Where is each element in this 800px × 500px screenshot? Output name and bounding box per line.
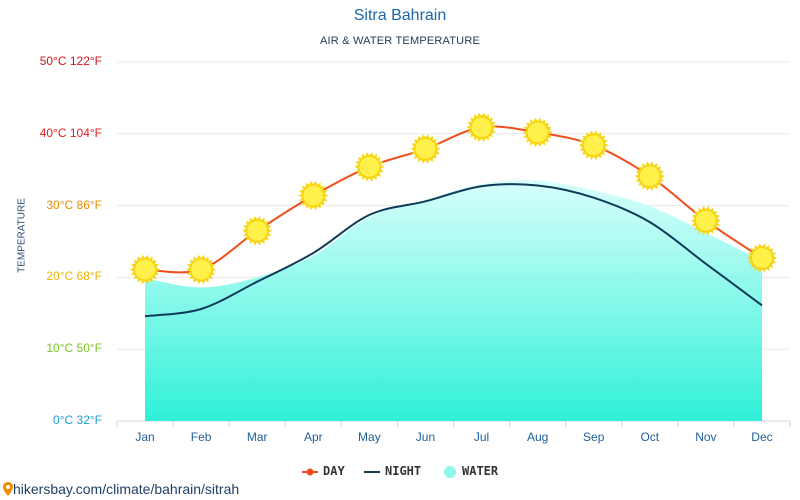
y-tick-label: 40°C 104°F bbox=[39, 125, 102, 140]
y-tick-label: 50°C 122°F bbox=[39, 54, 102, 68]
sun-icon[interactable] bbox=[410, 134, 441, 164]
sun-icon[interactable] bbox=[130, 254, 160, 285]
y-tick-label: 0°C 32°F bbox=[53, 413, 102, 427]
x-tick-label: Sep bbox=[583, 430, 605, 444]
sun-icon[interactable] bbox=[747, 243, 777, 273]
sun-icon[interactable] bbox=[522, 117, 553, 148]
water-area-layer bbox=[145, 180, 762, 421]
location-pin-icon bbox=[3, 482, 13, 496]
x-tick-label: Feb bbox=[190, 430, 212, 444]
x-tick-label: May bbox=[358, 430, 381, 444]
night-line bbox=[144, 183, 763, 318]
x-tick-label: Mar bbox=[246, 430, 268, 444]
legend-water-icon bbox=[444, 466, 456, 478]
legend-day-label: DAY bbox=[323, 464, 345, 478]
sun-icon[interactable] bbox=[298, 180, 329, 211]
legend-night-icon bbox=[364, 471, 380, 473]
y-tick-label: 10°C 50°F bbox=[46, 341, 102, 356]
water-area bbox=[145, 180, 762, 421]
y-tick-label: 30°C 86°F bbox=[46, 197, 102, 212]
sun-icon[interactable] bbox=[634, 161, 665, 191]
sun-icon[interactable] bbox=[466, 112, 497, 143]
source-footer[interactable]: hikersbay.com/climate/bahrain/sitrah bbox=[3, 481, 239, 497]
legend-water-label: WATER bbox=[462, 464, 499, 478]
legend: DAY NIGHT WATER bbox=[0, 463, 800, 481]
sun-icon[interactable] bbox=[690, 205, 721, 236]
x-tick-label: Jun bbox=[415, 430, 436, 444]
x-tick-label: Apr bbox=[303, 430, 323, 444]
x-tick-label: Oct bbox=[640, 430, 660, 444]
legend-day-icon bbox=[302, 468, 318, 476]
sun-icon[interactable] bbox=[354, 152, 385, 182]
sun-markers-layer bbox=[130, 112, 777, 285]
chart-title: Sitra Bahrain bbox=[353, 7, 447, 24]
x-tick-label: Nov bbox=[695, 430, 717, 444]
legend-night[interactable]: NIGHT bbox=[363, 463, 433, 481]
sun-icon[interactable] bbox=[578, 130, 609, 161]
x-tick-label: Jul bbox=[473, 430, 490, 444]
sun-icon[interactable] bbox=[186, 254, 217, 285]
chart-subtitle: AIR & WATER TEMPERATURE bbox=[319, 35, 481, 47]
x-tick-label: Aug bbox=[526, 430, 549, 444]
sun-icon[interactable] bbox=[242, 216, 273, 246]
x-tick-label: Jan bbox=[135, 430, 155, 444]
source-url: hikersbay.com/climate/bahrain/sitrah bbox=[13, 481, 240, 497]
legend-day[interactable]: DAY bbox=[301, 463, 361, 481]
y-tick-label: 20°C 68°F bbox=[46, 269, 102, 284]
legend-night-label: NIGHT bbox=[385, 464, 422, 478]
x-tick-label: Dec bbox=[751, 430, 773, 444]
legend-water[interactable]: WATER bbox=[440, 463, 510, 481]
